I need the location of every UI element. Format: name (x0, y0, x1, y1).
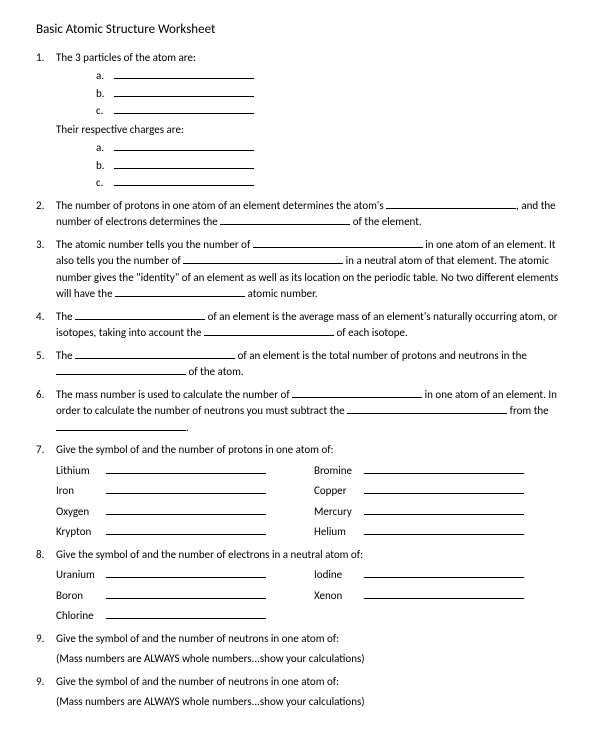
blank[interactable] (114, 69, 254, 79)
q8-text: Give the symbol of and the number of ele… (56, 547, 572, 564)
elem-label: Mercury (314, 504, 364, 521)
q6-number: 6. (36, 387, 44, 404)
q1-sublist-b: a. b. c. (56, 140, 572, 192)
blank[interactable] (114, 176, 254, 186)
blank[interactable] (115, 287, 245, 297)
blank[interactable] (106, 609, 266, 619)
elem-label: Boron (56, 588, 106, 605)
elem-label: Xenon (314, 588, 364, 605)
q4-text-c: of each isotope. (334, 326, 408, 339)
question-3: 3. The atomic number tells you the numbe… (56, 237, 572, 303)
blank[interactable] (364, 484, 524, 494)
blank[interactable] (253, 238, 423, 248)
blank[interactable] (56, 421, 186, 431)
blank[interactable] (183, 254, 343, 264)
blank[interactable] (364, 589, 524, 599)
blank[interactable] (114, 104, 254, 114)
q5-text-b: of an element is the total number of pro… (235, 349, 527, 362)
q6-text-a: The mass number is used to calculate the… (56, 388, 292, 401)
q8-element-grid: Uranium Iodine Boron Xenon Chlorine (56, 567, 572, 625)
elem-label: Copper (314, 483, 364, 500)
elem-label: Oxygen (56, 504, 106, 521)
question-1: 1. The 3 particles of the atom are: a. b… (56, 50, 572, 192)
q7-element-grid: LithiumBromine IronCopper OxygenMercury … (56, 463, 572, 541)
q1-letter-a2: a. (96, 140, 114, 157)
elem-label: Chlorine (56, 608, 106, 625)
q5-text-a: The (56, 349, 75, 362)
q9a-text: Give the symbol of and the number of neu… (56, 631, 572, 648)
question-9a: 9. Give the symbol of and the number of … (56, 631, 572, 668)
q5-text-c: of the atom. (186, 365, 244, 378)
blank[interactable] (106, 484, 266, 494)
worksheet-title: Basic Atomic Structure Worksheet (36, 20, 572, 40)
question-list: 1. The 3 particles of the atom are: a. b… (28, 50, 572, 711)
q5-number: 5. (36, 348, 44, 365)
q1-letter-a: a. (96, 68, 114, 85)
q9b-note: (Mass numbers are ALWAYS whole numbers..… (56, 694, 572, 711)
q8-number: 8. (36, 547, 44, 564)
blank[interactable] (386, 199, 516, 209)
blank[interactable] (347, 404, 507, 414)
blank[interactable] (220, 215, 350, 225)
q7-text: Give the symbol of and the number of pro… (56, 442, 572, 459)
q4-number: 4. (36, 309, 44, 326)
q1-letter-c: c. (96, 103, 114, 120)
q2-text-c: of the element. (350, 215, 421, 228)
elem-label: Bromine (314, 463, 364, 480)
q3-text-a: The atomic number tells you the number o… (56, 238, 253, 251)
question-9b: 9. Give the symbol of and the number of … (56, 674, 572, 711)
blank[interactable] (364, 525, 524, 535)
blank[interactable] (114, 159, 254, 169)
blank[interactable] (106, 505, 266, 515)
blank[interactable] (364, 464, 524, 474)
q3-text-d: atomic number. (245, 287, 318, 300)
blank[interactable] (204, 326, 334, 336)
blank[interactable] (106, 464, 266, 474)
blank[interactable] (364, 505, 524, 515)
q9a-number: 9. (36, 631, 44, 648)
q1-text: The 3 particles of the atom are: (56, 50, 572, 67)
elem-label: Lithium (56, 463, 106, 480)
q1-letter-b: b. (96, 86, 114, 103)
q9b-text: Give the symbol of and the number of neu… (56, 674, 572, 691)
blank[interactable] (75, 349, 235, 359)
q6-text-c: from the (507, 404, 549, 417)
blank[interactable] (292, 388, 422, 398)
blank[interactable] (56, 365, 186, 375)
q9b-number: 9. (36, 674, 44, 691)
q1-number: 1. (36, 50, 44, 67)
q1-text2: Their respective charges are: (56, 122, 572, 139)
q6-text-d: . (186, 421, 189, 434)
q1-letter-b2: b. (96, 158, 114, 175)
question-2: 2. The number of protons in one atom of … (56, 198, 572, 231)
q1-sublist-a: a. b. c. (56, 68, 572, 120)
q7-number: 7. (36, 442, 44, 459)
q3-number: 3. (36, 237, 44, 254)
blank[interactable] (106, 589, 266, 599)
question-4: 4. The of an element is the average mass… (56, 309, 572, 342)
elem-label: Krypton (56, 524, 106, 541)
blank[interactable] (114, 87, 254, 97)
q9a-note: (Mass numbers are ALWAYS whole numbers..… (56, 651, 572, 668)
q4-text-a: The (56, 310, 75, 323)
blank[interactable] (106, 568, 266, 578)
question-6: 6. The mass number is used to calculate … (56, 387, 572, 437)
question-7: 7. Give the symbol of and the number of … (56, 442, 572, 541)
blank[interactable] (364, 568, 524, 578)
q1-letter-c2: c. (96, 175, 114, 192)
elem-label: Helium (314, 524, 364, 541)
question-8: 8. Give the symbol of and the number of … (56, 547, 572, 625)
blank[interactable] (75, 310, 205, 320)
elem-label: Iodine (314, 567, 364, 584)
elem-label: Uranium (56, 567, 106, 584)
q2-text-a: The number of protons in one atom of an … (56, 199, 386, 212)
q2-number: 2. (36, 198, 44, 215)
elem-label: Iron (56, 483, 106, 500)
blank[interactable] (106, 525, 266, 535)
blank[interactable] (114, 141, 254, 151)
question-5: 5. The of an element is the total number… (56, 348, 572, 381)
